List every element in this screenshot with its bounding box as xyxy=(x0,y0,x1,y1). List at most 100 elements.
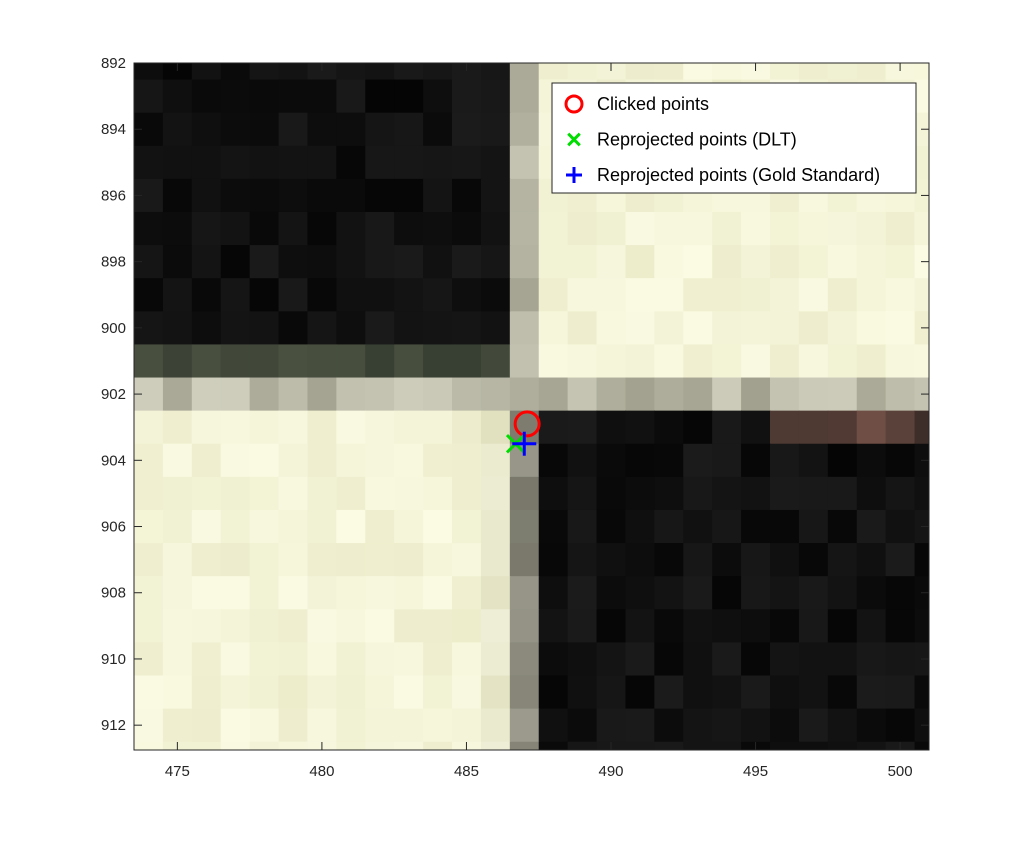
image-pixel xyxy=(452,211,482,246)
image-pixel xyxy=(365,642,395,677)
image-pixel xyxy=(134,211,135,246)
image-pixel xyxy=(798,609,829,643)
image-pixel xyxy=(134,741,164,750)
image-pixel xyxy=(423,476,453,511)
data-point-series-2 xyxy=(512,431,537,456)
image-pixel xyxy=(625,278,655,312)
image-pixel xyxy=(134,278,164,312)
image-pixel xyxy=(683,675,713,710)
image-pixel xyxy=(654,708,684,743)
y-tick-label: 908 xyxy=(101,585,126,602)
image-pixel xyxy=(249,675,280,710)
image-pixel xyxy=(914,79,929,114)
image-pixel xyxy=(856,344,887,379)
image-pixel xyxy=(162,211,193,246)
image-pixel xyxy=(770,245,800,279)
image-pixel xyxy=(220,642,251,677)
image-pixel xyxy=(827,311,858,346)
image-pixel xyxy=(134,344,164,379)
image-pixel xyxy=(654,211,684,246)
image-pixel xyxy=(596,675,627,710)
y-tick-label: 904 xyxy=(101,452,126,469)
image-pixel xyxy=(162,344,193,379)
image-pixel xyxy=(827,245,858,279)
image-pixel xyxy=(654,543,684,577)
image-pixel xyxy=(625,708,655,743)
image-pixel xyxy=(741,344,771,379)
image-pixel xyxy=(683,741,713,750)
image-pixel xyxy=(307,410,337,445)
image-pixel xyxy=(394,63,424,81)
y-tick-label: 906 xyxy=(101,519,126,536)
image-pixel xyxy=(770,311,800,346)
image-pixel xyxy=(914,211,929,246)
image-pixel xyxy=(249,63,280,81)
image-pixel xyxy=(220,377,251,412)
image-pixel xyxy=(162,178,193,213)
image-pixel xyxy=(394,311,424,346)
image-pixel xyxy=(220,79,251,114)
image-pixel xyxy=(567,642,598,677)
image-pixel xyxy=(394,609,424,643)
image-pixel xyxy=(220,476,251,511)
image-pixel xyxy=(741,509,771,544)
image-pixel xyxy=(162,112,193,147)
image-pixel xyxy=(741,642,771,677)
image-pixel xyxy=(625,63,655,81)
image-pixel xyxy=(625,675,655,710)
image-pixel xyxy=(278,410,309,445)
image-pixel xyxy=(307,476,337,511)
image-pixel xyxy=(220,741,251,750)
image-pixel xyxy=(452,543,482,577)
image-pixel xyxy=(827,675,858,710)
image-pixel xyxy=(480,609,511,643)
image-pixel xyxy=(683,377,713,412)
image-pixel xyxy=(683,245,713,279)
image-pixel xyxy=(134,543,164,577)
image-pixel xyxy=(770,63,800,81)
image-pixel xyxy=(394,741,424,750)
legend[interactable]: Clicked points Reprojected points (DLT) Re… xyxy=(551,82,917,194)
image-pixel xyxy=(770,377,800,412)
image-pixel xyxy=(654,410,684,445)
image-pixel xyxy=(712,708,742,743)
image-pixel xyxy=(220,609,251,643)
image-pixel xyxy=(741,278,771,312)
image-pixel xyxy=(365,410,395,445)
image-pixel xyxy=(625,344,655,379)
image-pixel xyxy=(191,675,222,710)
image-pixel xyxy=(365,609,395,643)
image-pixel xyxy=(856,311,887,346)
image-pixel xyxy=(162,642,193,677)
image-pixel xyxy=(538,245,569,279)
image-pixel xyxy=(394,344,424,379)
image-pixel xyxy=(885,311,916,346)
image-pixel xyxy=(856,543,887,577)
image-pixel xyxy=(307,278,337,312)
image-pixel xyxy=(336,178,366,213)
image-pixel xyxy=(509,576,540,610)
image-pixel xyxy=(509,178,540,213)
image-pixel xyxy=(770,741,800,750)
image-pixel xyxy=(249,443,280,478)
image-pixel xyxy=(596,708,627,743)
image-pixel xyxy=(885,708,916,743)
image-pixel xyxy=(856,245,887,279)
image-pixel xyxy=(365,476,395,511)
image-pixel xyxy=(885,443,916,478)
image-pixel xyxy=(856,63,887,81)
y-tick-label: 912 xyxy=(101,717,126,734)
image-pixel xyxy=(914,344,929,379)
image-pixel xyxy=(770,543,800,577)
image-pixel xyxy=(856,443,887,478)
image-pixel xyxy=(278,642,309,677)
image-pixel xyxy=(307,245,337,279)
image-pixel xyxy=(914,543,929,577)
image-pixel xyxy=(827,278,858,312)
image-pixel xyxy=(683,509,713,544)
image-pixel xyxy=(914,63,929,81)
image-pixel xyxy=(827,543,858,577)
image-pixel xyxy=(770,476,800,511)
image-pixel xyxy=(856,741,887,750)
